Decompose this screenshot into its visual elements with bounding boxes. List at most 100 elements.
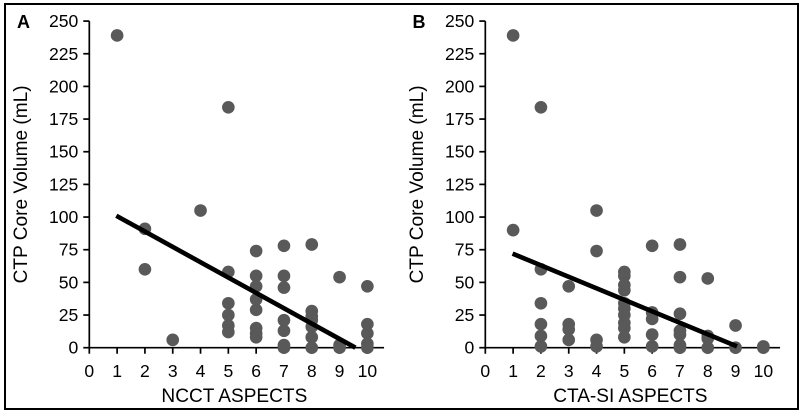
y-tick-label: 100	[444, 207, 474, 227]
data-point	[222, 296, 235, 310]
data-point	[561, 333, 575, 347]
data-point	[617, 269, 631, 283]
data-point	[249, 269, 263, 283]
y-tick-label: 200	[444, 76, 474, 96]
x-tick-label: 8	[702, 361, 712, 381]
x-tick-label: 4	[196, 361, 206, 381]
y-tick-label: 25	[454, 305, 474, 325]
x-tick-label: 6	[647, 361, 657, 381]
data-point	[617, 283, 631, 297]
y-tick-label: 175	[444, 109, 474, 129]
data-point	[645, 239, 658, 253]
y-tick-label: 150	[49, 142, 79, 162]
y-tick-label: 50	[59, 272, 79, 292]
data-point	[673, 238, 686, 251]
data-point	[506, 29, 519, 42]
y-tick-label: 0	[68, 338, 78, 358]
y-axis-title: CTP Core Volume (mL)	[407, 85, 428, 283]
data-point	[589, 244, 603, 258]
data-point	[700, 272, 714, 285]
y-tick-label: 125	[49, 174, 79, 194]
y-tick-label: 150	[444, 142, 474, 162]
x-tick-label: 5	[223, 361, 233, 381]
data-point	[561, 323, 575, 336]
x-tick-label: 1	[112, 361, 122, 381]
data-point	[534, 329, 547, 343]
x-tick-labels: 0 1 2 3 4 5 6 7 8 9 10	[480, 347, 773, 381]
x-tick-label: 10	[753, 361, 773, 381]
y-tick-label: 75	[59, 240, 79, 260]
y-tick-label: 100	[49, 207, 79, 227]
data-point	[305, 238, 319, 251]
data-point	[361, 279, 374, 293]
x-tick-label: 2	[140, 361, 150, 381]
data-point	[589, 204, 603, 217]
x-tick-label: 1	[508, 361, 518, 381]
x-axis-title: CTA-SI ASPECTS	[553, 386, 707, 407]
data-point	[728, 319, 742, 332]
y-tick-label: 25	[59, 305, 79, 325]
data-point	[617, 321, 631, 335]
x-tick-label: 5	[619, 361, 629, 381]
data-point	[617, 330, 631, 344]
x-tick-label: 9	[730, 361, 740, 381]
data-point	[277, 281, 291, 294]
x-tick-label: 4	[591, 361, 601, 381]
y-tick-label: 250	[444, 11, 474, 31]
data-point	[534, 317, 547, 331]
y-axis-title: CTP Core Volume (mL)	[11, 85, 32, 283]
data-point	[673, 270, 686, 284]
data-point	[249, 303, 263, 317]
data-point	[589, 340, 603, 353]
x-tick-label: 0	[84, 361, 94, 381]
y-tick-label: 200	[49, 76, 79, 96]
data-point	[249, 244, 263, 258]
data-point	[277, 341, 291, 355]
data-point	[277, 324, 291, 338]
y-tick-label: 50	[454, 272, 474, 292]
data-point	[333, 341, 346, 355]
axes	[88, 21, 385, 349]
x-axis-title: NCCT ASPECTS	[161, 386, 307, 407]
y-tick-label: 0	[464, 338, 474, 358]
data-point	[222, 308, 235, 322]
data-point	[277, 239, 291, 253]
data-point	[305, 341, 319, 355]
data-point	[673, 328, 686, 341]
data-point	[534, 340, 547, 353]
x-tick-label: 6	[251, 361, 261, 381]
axes	[483, 21, 780, 349]
y-tick-label: 75	[454, 240, 474, 260]
data-point	[222, 325, 235, 339]
data-point	[561, 279, 575, 293]
y-tick-label: 225	[49, 44, 79, 64]
panel-b-label: B	[412, 12, 426, 32]
x-tick-label: 3	[563, 361, 573, 381]
y-tick-labels: 0 25 50 75 100 125 150 175 200 225 250	[444, 11, 485, 358]
data-point	[361, 326, 374, 340]
y-tick-label: 225	[444, 44, 474, 64]
panel-a: A 0 25 50 75 100 125 150 175 200 225 250 0 1 2 3 4 5 6 7 8 9…	[6, 5, 402, 408]
panel-b: B 0 25 50 75 100 125 150 175 200 225 250 0 1 2 3 4 5 6 7 8 9…	[402, 5, 798, 408]
data-point	[645, 328, 658, 341]
y-tick-labels: 0 25 50 75 100 125 150 175 200 225 250	[49, 11, 90, 358]
data-point	[756, 341, 770, 355]
x-tick-label: 0	[480, 361, 490, 381]
data-point	[506, 223, 519, 237]
x-tick-label: 8	[307, 361, 317, 381]
regression-line	[511, 251, 738, 349]
data-point	[222, 100, 235, 114]
figure-frame: A 0 25 50 75 100 125 150 175 200 225 250 0 1 2 3 4 5 6 7 8 9…	[4, 3, 799, 410]
data-point	[277, 313, 291, 327]
data-point	[361, 317, 374, 331]
data-point	[110, 29, 124, 42]
x-tick-label: 9	[335, 361, 345, 381]
data-point	[534, 296, 547, 310]
data-point	[361, 341, 374, 355]
x-tick-label: 3	[168, 361, 178, 381]
data-point	[166, 333, 180, 347]
y-tick-label: 125	[444, 174, 474, 194]
data-point	[673, 307, 686, 321]
